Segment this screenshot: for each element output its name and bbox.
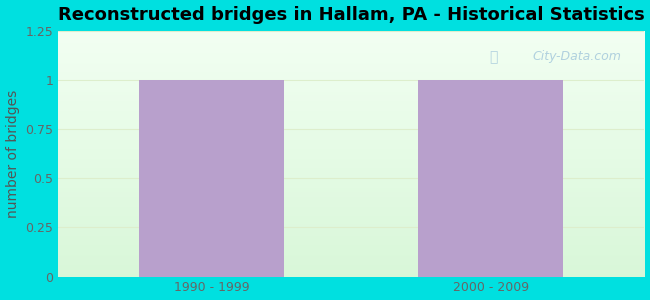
Text: ⓘ: ⓘ <box>489 50 497 64</box>
Y-axis label: number of bridges: number of bridges <box>6 89 20 218</box>
Bar <box>139 80 284 277</box>
Title: Reconstructed bridges in Hallam, PA - Historical Statistics: Reconstructed bridges in Hallam, PA - Hi… <box>58 6 645 24</box>
Text: City-Data.com: City-Data.com <box>532 50 621 63</box>
Bar <box>418 80 564 277</box>
